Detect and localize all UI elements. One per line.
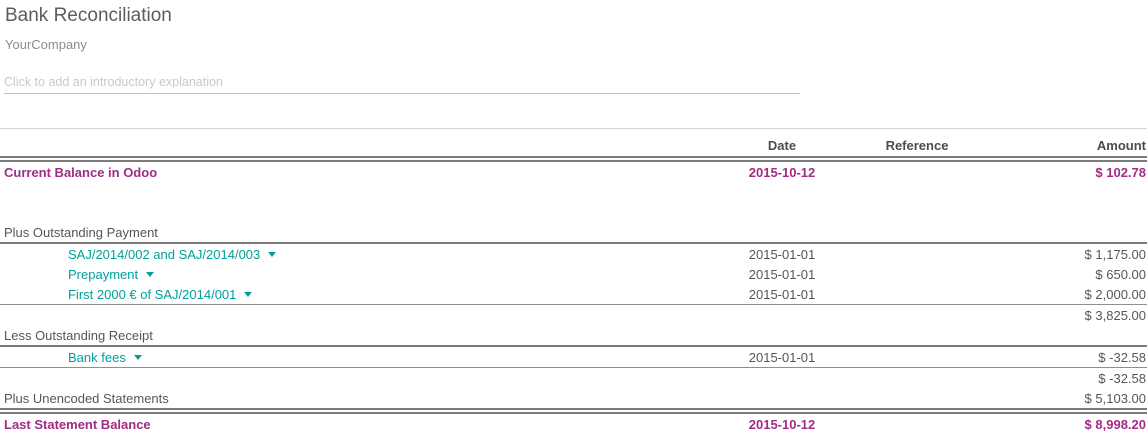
row-label-cell: Current Balance in Odoo: [4, 164, 158, 180]
row-date-cell: 2015-01-01: [748, 349, 816, 365]
table-row: $ 3,825.00: [0, 304, 1147, 325]
row-reference-cell: [864, 325, 970, 347]
amount-column-header: Amount: [970, 128, 1147, 162]
row-date-cell: [700, 367, 864, 388]
row-amount-cell: $ 8,998.20: [970, 408, 1147, 434]
row-amount-cell: $ -32.58: [970, 367, 1147, 388]
row-reference-cell: [864, 284, 970, 305]
chevron-down-icon[interactable]: [146, 271, 155, 277]
row-date-cell: 2015-10-12: [700, 408, 864, 434]
chevron-down-icon[interactable]: [133, 354, 142, 360]
table-row: SAJ/2014/002 and SAJ/2014/003 2015-01-01 $…: [0, 243, 1147, 264]
reconciliation-table: Date Reference Amount Current Balance in…: [0, 128, 1147, 434]
row-reference-cell: [864, 304, 970, 325]
row-label-cell: [0, 304, 700, 325]
row-label-cell: Prepayment: [0, 264, 700, 284]
row-label-cell: Plus Unencoded Statements: [4, 390, 169, 406]
reference-column-header: Reference: [864, 128, 970, 162]
row-amount-cell: $ -32.58: [1098, 349, 1146, 365]
table-header-row: Date Reference Amount: [0, 128, 1147, 162]
row-label-cell: Plus Outstanding Payment: [0, 222, 700, 244]
journal-item-link[interactable]: First 2000 € of SAJ/2014/001: [68, 286, 237, 302]
row-date-cell: 2015-10-12: [748, 164, 816, 180]
row-amount-cell: $ 1,175.00: [1084, 246, 1146, 262]
row-date-cell: 2015-01-01: [748, 246, 816, 262]
row-reference-cell: [864, 367, 970, 388]
row-date-cell: 2015-01-01: [748, 266, 816, 282]
label-column-header: [0, 128, 700, 162]
spacer-cell: [0, 182, 1147, 222]
row-label-cell: First 2000 € of SAJ/2014/001: [0, 284, 700, 305]
intro-explanation-input[interactable]: Click to add an introductory explanation: [4, 75, 800, 94]
table-row: Plus Outstanding Payment: [0, 222, 1147, 244]
row-date-cell: [700, 304, 864, 325]
table-row: Current Balance in Odoo 2015-10-12 $ 102.7…: [0, 159, 1147, 182]
row-amount-cell: [970, 222, 1147, 244]
table-row: $ -32.58: [0, 367, 1147, 388]
row-date-cell: [700, 325, 864, 347]
row-reference-cell: [864, 264, 970, 284]
row-label-cell: [0, 367, 700, 388]
table-row: First 2000 € of SAJ/2014/001 2015-01-01 $ …: [0, 284, 1147, 305]
row-amount-cell: $ 650.00: [1095, 266, 1146, 282]
row-date-cell: [700, 222, 864, 244]
row-reference-cell: [864, 159, 970, 182]
journal-item-link[interactable]: Prepayment: [68, 266, 139, 282]
row-amount-cell: $ 3,825.00: [970, 304, 1147, 325]
spacer-row: [0, 182, 1147, 222]
journal-item-link[interactable]: SAJ/2014/002 and SAJ/2014/003: [68, 246, 261, 262]
page-title: Bank Reconciliation: [5, 5, 172, 26]
row-reference-cell: [864, 408, 970, 434]
row-reference-cell: [864, 222, 970, 244]
row-amount-cell: $ 5,103.00: [1084, 390, 1146, 406]
chevron-down-icon[interactable]: [268, 251, 277, 257]
table-row: Prepayment 2015-01-01 $ 650.00: [0, 264, 1147, 284]
row-reference-cell: [864, 243, 970, 264]
row-reference-cell: [864, 388, 970, 411]
table-row: Bank fees 2015-01-01 $ -32.58: [0, 346, 1147, 368]
chevron-down-icon[interactable]: [244, 291, 253, 297]
date-column-header: Date: [700, 128, 864, 162]
company-name: YourCompany: [5, 37, 87, 52]
table-row: Last Statement Balance 2015-10-12 $ 8,998.…: [0, 408, 1147, 434]
row-label-cell: Less Outstanding Receipt: [0, 325, 700, 347]
table-row: Plus Unencoded Statements $ 5,103.00: [0, 388, 1147, 411]
table-row: Less Outstanding Receipt: [0, 325, 1147, 347]
journal-item-link[interactable]: Bank fees: [68, 349, 126, 365]
row-amount-cell: $ 102.78: [1095, 164, 1146, 180]
row-amount-cell: $ 2,000.00: [1084, 286, 1146, 302]
row-label-cell: Bank fees: [0, 346, 700, 368]
row-date-cell: 2015-01-01: [748, 286, 816, 302]
row-date-cell: [700, 388, 864, 411]
row-label-cell: SAJ/2014/002 and SAJ/2014/003: [0, 243, 700, 264]
report-table-body: Current Balance in Odoo 2015-10-12 $ 102.7…: [0, 159, 1147, 434]
row-label-cell: Last Statement Balance: [0, 408, 700, 434]
row-amount-cell: [970, 325, 1147, 347]
row-reference-cell: [864, 346, 970, 368]
